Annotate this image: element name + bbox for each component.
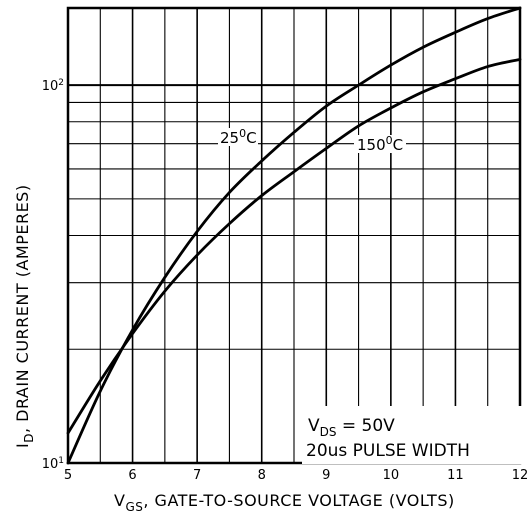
x-tick-label: 12: [512, 468, 529, 483]
plot-frame: [66, 6, 522, 465]
y-tick-label: 101: [42, 456, 64, 472]
svg-text:250C: 250C: [220, 127, 257, 147]
y-axis-label-sub: D: [22, 433, 36, 443]
y-axis-label-main: I: [13, 443, 32, 448]
series-label-150c-bg: [354, 135, 406, 153]
series-label-25c: 250C: [218, 127, 258, 147]
x-tick-label: 5: [64, 468, 72, 483]
x-tick-label: 7: [193, 468, 201, 483]
y-tick-labels: 101 102: [42, 78, 64, 472]
series-label-25c-unit: C: [246, 129, 256, 147]
x-tick-labels: 5 6 7 8 9 10 11 12: [64, 468, 528, 483]
x-axis-label-sub: GS: [125, 500, 143, 514]
vds-condition: VDS = 50V: [308, 416, 395, 439]
x-axis-label-rest: , GATE-TO-SOURCE VOLTAGE (VOLTS): [143, 491, 454, 510]
series-line-150c: [66, 57, 522, 435]
vds-condition-sub: DS: [320, 425, 337, 439]
y-axis-label: ID, DRAIN CURRENT (AMPERES): [13, 184, 36, 448]
pulse-width-condition: 20us PULSE WIDTH: [306, 441, 470, 461]
condition-annotation-bg: [302, 406, 522, 464]
vds-condition-main: V: [308, 416, 320, 436]
condition-annotation: VDS = 50V 20us PULSE WIDTH: [302, 406, 522, 464]
svg-text:1500C: 1500C: [357, 134, 403, 154]
x-axis-label-main: V: [114, 491, 125, 510]
vds-condition-rest: = 50V: [337, 416, 396, 436]
series-label-25c-degree: 0: [239, 127, 246, 140]
series-label-150c-unit: C: [393, 136, 403, 154]
series-label-150c: 1500C: [354, 134, 406, 154]
x-tick-label: 10: [383, 468, 400, 483]
x-tick-label: 6: [128, 468, 136, 483]
series-group: [66, 6, 522, 465]
y-axis-label-rest: , DRAIN CURRENT (AMPERES): [13, 184, 32, 433]
series-label-25c-value: 25: [220, 129, 239, 147]
series-label-150c-degree: 0: [386, 134, 393, 147]
x-axis-label: VGS, GATE-TO-SOURCE VOLTAGE (VOLTS): [114, 491, 455, 514]
x-tick-label: 8: [258, 468, 266, 483]
series-label-25c-bg: [218, 128, 258, 146]
series-label-150c-value: 150: [357, 136, 386, 154]
series-line-25c: [66, 6, 522, 465]
y-tick-label: 102: [42, 78, 64, 94]
x-tick-label: 9: [322, 468, 330, 483]
grid: [68, 8, 520, 463]
x-tick-label: 11: [447, 468, 464, 483]
